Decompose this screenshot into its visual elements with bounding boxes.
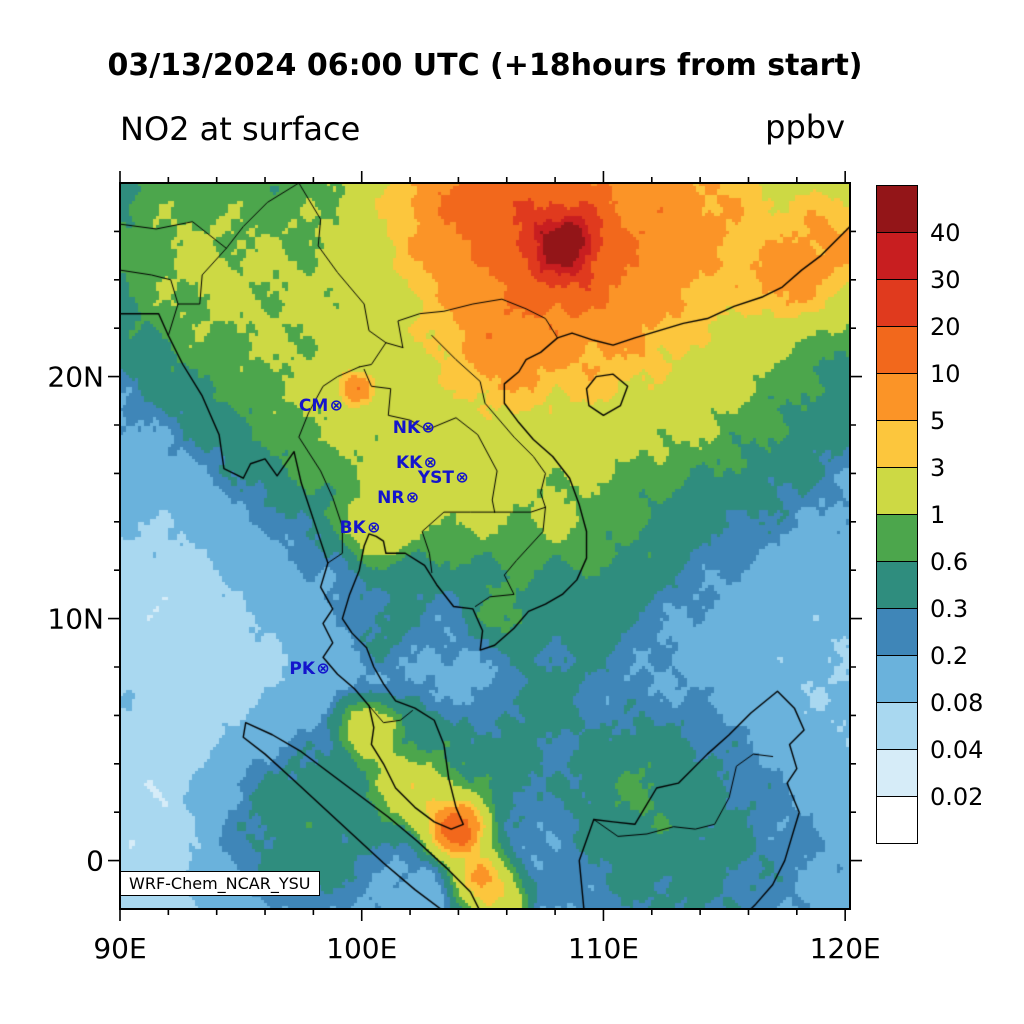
colorbar-box-8 (876, 561, 918, 609)
station-BK-marker-icon: ⊗ (367, 517, 381, 537)
colorbar-tick-label-5: 5 (930, 407, 946, 435)
colorbar-box-9 (876, 608, 918, 656)
station-PK-label: PK (289, 659, 316, 680)
colorbar-box-13 (876, 796, 918, 844)
colorbar-tick-label-30: 30 (930, 266, 961, 294)
colorbar-box-4 (876, 373, 918, 421)
x-tick-label-120E: 120E (810, 932, 881, 965)
colorbar-tick-label-10: 10 (930, 360, 961, 388)
variable-label: NO2 at surface (120, 110, 361, 148)
station-NK-label: NK (392, 418, 421, 439)
station-YST-marker-icon: ⊗ (455, 467, 469, 487)
colorbar-tick-label-0.04: 0.04 (930, 736, 984, 764)
colorbar-tick-label-3: 3 (930, 454, 946, 482)
y-tick-label-20N: 20N (47, 361, 104, 394)
colorbar-box-12 (876, 749, 918, 797)
colorbar-tick-label-0.3: 0.3 (930, 595, 969, 623)
colorbar-box-7 (876, 514, 918, 562)
colorbar-box-0 (876, 185, 918, 233)
colorbar-tick-label-40: 40 (930, 219, 961, 247)
units-label: ppbv (765, 108, 845, 146)
station-BK-label: BK (339, 517, 366, 538)
colorbar-box-11 (876, 702, 918, 750)
map-area: CM ⊗ NK ⊗ KK ⊗ YST ⊗ NR ⊗ BK ⊗ PK ⊗ WRF-Chem_NCAR_YSU (120, 183, 850, 909)
colorbar (876, 185, 918, 844)
colorbar-tick-label-0.02: 0.02 (930, 783, 984, 811)
colorbar-tick-label-0.6: 0.6 (930, 548, 969, 576)
station-CM-label: CM (298, 395, 329, 416)
model-watermark: WRF-Chem_NCAR_YSU (120, 871, 320, 896)
station-PK-marker-icon: ⊗ (316, 659, 330, 679)
colorbar-box-10 (876, 655, 918, 703)
colorbar-box-6 (876, 467, 918, 515)
colorbar-box-5 (876, 420, 918, 468)
colorbar-tick-label-0.08: 0.08 (930, 689, 984, 717)
x-tick-label-100E: 100E (326, 932, 397, 965)
colorbar-box-3 (876, 326, 918, 374)
station-CM-marker-icon: ⊗ (329, 395, 344, 415)
station-NR-label: NR (377, 488, 405, 509)
x-tick-label-90E: 90E (93, 932, 146, 965)
y-tick-label-0: 0 (86, 845, 104, 878)
plot-title: 03/13/2024 06:00 UTC (+18hours from star… (107, 48, 863, 83)
colorbar-tick-label-20: 20 (930, 313, 961, 341)
station-YST-label: YST (417, 468, 455, 489)
colorbar-box-1 (876, 232, 918, 280)
y-tick-label-10N: 10N (47, 603, 104, 636)
stations-layer: CM ⊗ NK ⊗ KK ⊗ YST ⊗ NR ⊗ BK ⊗ PK ⊗ (120, 183, 850, 909)
colorbar-box-2 (876, 279, 918, 327)
colorbar-tick-label-1: 1 (930, 501, 946, 529)
colorbar-tick-label-0.2: 0.2 (930, 642, 969, 670)
x-tick-label-110E: 110E (568, 932, 639, 965)
station-NR-marker-icon: ⊗ (405, 488, 420, 508)
station-NK-marker-icon: ⊗ (421, 417, 435, 437)
